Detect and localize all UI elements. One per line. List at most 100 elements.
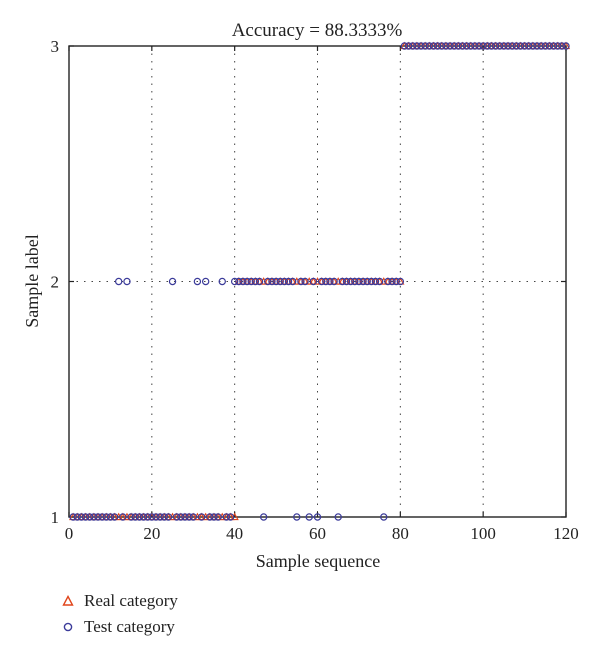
test-category-point [400,42,409,50]
test-category-point [160,513,168,521]
test-category-point [81,513,90,521]
grid-lines [69,46,566,517]
test-category-point [458,42,467,50]
test-category-point [475,42,483,50]
test-category-point [342,277,351,286]
test-category-point [388,277,396,286]
legend-item-test: Test category [62,614,178,640]
test-category-point [425,42,434,50]
test-category-point [433,42,442,50]
test-category-point [491,42,500,50]
test-category-point [264,277,272,286]
test-category-point [106,513,115,521]
test-category-point [222,513,231,521]
x-tick-label: 60 [309,524,326,543]
test-category-point [114,277,123,286]
test-category-point [218,277,226,286]
test-category-point [454,42,463,50]
test-category-point [355,277,363,286]
test-category-point [554,42,562,50]
x-tick-label: 40 [226,524,243,543]
test-category-point [496,42,504,50]
test-category-point [131,513,139,521]
test-category-point [545,42,554,50]
test-category-point [500,42,508,50]
test-category-point [69,513,77,521]
test-category-point [239,277,247,286]
test-category-point [251,277,260,286]
test-category-point [421,42,429,50]
test-category-point [429,42,438,50]
test-category-point [450,42,458,50]
test-category-point [197,513,206,521]
test-category-point [413,42,421,50]
test-category-point [363,277,371,286]
test-category-point [471,42,479,50]
data-marks [69,41,571,521]
test-category-point [309,277,318,286]
test-category-point [193,277,202,286]
test-category-point [359,277,367,286]
chart-title: Accuracy = 88.3333% [232,20,403,41]
test-category-point [139,513,148,521]
test-category-point [210,513,218,521]
test-category-point [326,277,334,286]
test-category-point [259,513,268,521]
test-category-point [305,513,313,521]
test-category-point [152,513,160,521]
test-category-point [313,513,322,521]
x-tick-label: 20 [143,524,160,543]
test-category-point [288,277,297,286]
test-category-point [168,277,177,286]
test-category-point [177,513,185,521]
test-category-point [380,513,388,521]
legend: Real category Test category [62,588,178,640]
test-category-point [533,42,541,50]
test-category-point [255,277,264,286]
x-axis-label: Sample sequence [256,551,380,571]
y-tick-label: 3 [51,37,60,56]
test-category-point [181,513,189,521]
test-category-point [558,42,566,50]
test-category-point [90,513,98,521]
test-category-point [562,42,570,50]
test-category-point [487,42,496,50]
test-category-point [119,513,127,521]
test-category-point [446,42,454,50]
test-category-point [483,42,492,50]
test-category-point [520,42,529,50]
test-category-point [276,277,284,286]
y-tick-label: 2 [51,273,60,292]
test-category-point [438,42,446,50]
test-category-point [537,42,545,50]
test-category-point [77,513,86,521]
x-tick-label: 0 [65,524,74,543]
test-category-point [226,513,235,521]
test-category-point [143,513,152,521]
test-category-point [156,513,164,521]
test-category-point [338,277,347,286]
y-axis-label: Sample label [22,234,42,327]
test-category-point [516,42,525,50]
test-category-point [297,277,305,286]
test-category-point [301,277,309,286]
test-category-point [396,277,405,286]
test-category-point [268,277,276,286]
test-category-point [409,42,417,50]
test-category-point [508,42,516,50]
legend-label-test: Test category [84,617,175,636]
triangle-icon [62,594,84,608]
test-category-point [375,277,384,286]
test-category-point [330,277,338,286]
axis-ticks: 0 20 40 60 80 100 120 1 2 3 [51,37,579,543]
test-category-point [293,513,301,521]
test-category-point [367,277,376,286]
scatter-chart: Accuracy = 88.3333% 0 20 40 60 80 100 120 1 2 3 S… [22,20,579,571]
test-category-point [467,42,475,50]
x-tick-label: 80 [392,524,409,543]
test-category-point [201,277,210,286]
test-category-point [148,513,156,521]
test-category-point [322,277,330,286]
x-tick-label: 120 [553,524,579,543]
test-category-point [462,42,471,50]
